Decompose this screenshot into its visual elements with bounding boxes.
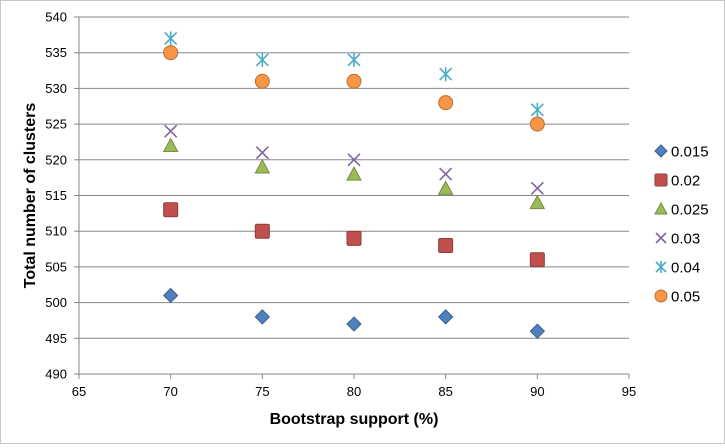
data-point-0-02 — [254, 223, 270, 239]
data-point-0-02 — [438, 237, 454, 253]
x-tick-label: 70 — [163, 384, 177, 399]
data-point-0-02 — [163, 202, 179, 218]
data-point-0-05 — [163, 45, 179, 61]
legend-marker — [655, 261, 667, 273]
data-point-0-05 — [346, 73, 362, 89]
legend-label: 0.05 — [671, 289, 700, 306]
y-tick-label: 505 — [45, 259, 67, 274]
x-tick-label: 85 — [438, 384, 452, 399]
data-point-0-015 — [529, 323, 546, 339]
x-tick-label: 65 — [72, 384, 86, 399]
data-point-0-015 — [346, 316, 362, 332]
legend-label: 0.025 — [671, 202, 709, 219]
data-point-0-05 — [529, 116, 545, 132]
legend-marker — [654, 201, 668, 215]
data-point-0-025 — [529, 194, 546, 210]
x-tick-label: 95 — [622, 384, 636, 399]
data-point-0-04 — [255, 52, 269, 67]
y-tick-label: 520 — [45, 152, 67, 167]
data-point-0-015 — [162, 287, 179, 304]
data-point-0-02 — [346, 230, 362, 246]
x-tick-label: 90 — [530, 384, 544, 399]
data-point-0-025 — [254, 158, 271, 174]
legend-item: 0.04 — [655, 260, 700, 277]
data-point-0-03 — [255, 146, 269, 160]
data-point-0-015 — [437, 309, 454, 325]
x-axis-title: Bootstrap support (%) — [270, 411, 439, 428]
y-tick-label: 510 — [45, 224, 67, 239]
data-point-0-04 — [530, 102, 544, 117]
legend-label: 0.02 — [671, 173, 700, 190]
legend-marker — [654, 173, 668, 187]
data-point-0-025 — [162, 137, 179, 153]
legend: 0.015 0.02 0.025 0.03 0.04 0.05 — [654, 144, 709, 306]
legend-marker — [655, 232, 667, 244]
y-tick-label: 500 — [45, 295, 67, 310]
data-point-0-03 — [530, 181, 544, 195]
legend-label: 0.04 — [671, 260, 700, 277]
data-point-0-05 — [438, 95, 454, 111]
data-point-0-04 — [164, 31, 178, 46]
legend-item: 0.025 — [654, 201, 709, 219]
legend-item: 0.02 — [654, 173, 700, 190]
data-point-0-015 — [254, 309, 271, 325]
data-point-0-025 — [346, 166, 362, 181]
legend-label: 0.03 — [671, 231, 700, 248]
y-tick-label: 495 — [45, 331, 67, 346]
data-point-0-04 — [347, 52, 361, 67]
y-axis-title: Total number of clusters — [22, 103, 39, 289]
y-tick-label: 525 — [45, 117, 67, 132]
y-tick-labels: 490 495 500 505 510 515 520 525 530 535 540 — [45, 10, 67, 382]
x-tick-labels: 65 70 75 80 85 90 95 — [72, 384, 636, 399]
y-tick-label: 515 — [45, 188, 67, 203]
data-point-0-04 — [439, 67, 453, 82]
legend-item: 0.015 — [654, 144, 709, 161]
data-point-0-02 — [529, 252, 545, 268]
data-point-0-03 — [164, 124, 178, 138]
data-point-0-03 — [439, 167, 453, 181]
legend-label: 0.015 — [671, 144, 709, 161]
legend-marker — [654, 289, 668, 303]
y-tick-label: 540 — [45, 10, 67, 25]
y-tick-label: 535 — [45, 45, 67, 60]
data-point-0-03 — [347, 153, 361, 167]
y-tick-label: 530 — [45, 81, 67, 96]
data-points — [162, 31, 546, 339]
legend-item: 0.05 — [654, 289, 700, 306]
x-tick-label: 80 — [347, 384, 361, 399]
data-point-0-025 — [437, 180, 454, 195]
axes — [74, 16, 630, 379]
x-tick-label: 75 — [255, 384, 269, 399]
data-point-0-05 — [254, 73, 270, 89]
legend-item: 0.03 — [655, 231, 700, 248]
legend-marker — [654, 144, 668, 158]
y-tick-label: 490 — [45, 367, 67, 382]
